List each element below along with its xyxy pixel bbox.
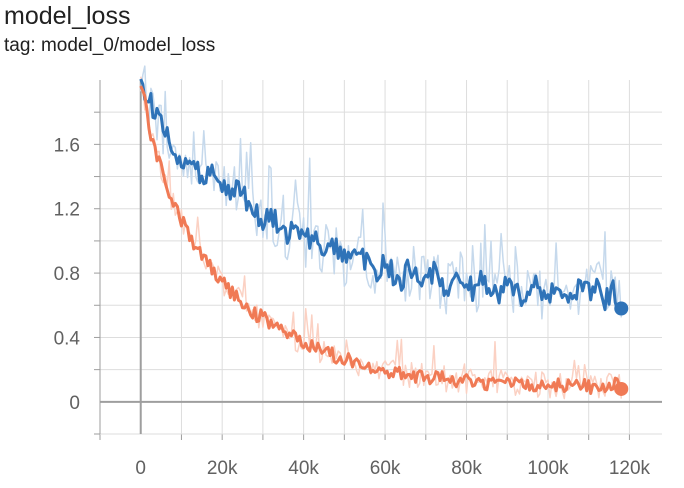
raw-series — [139, 65, 623, 400]
series-line-0 — [139, 78, 623, 312]
series-endpoint-0 — [614, 301, 629, 316]
x-tick-label: 100k — [527, 458, 569, 479]
y-tick-label: 0.4 — [54, 328, 81, 349]
y-tick-label: 0.8 — [54, 264, 80, 285]
y-tick-label: 1.6 — [54, 135, 80, 156]
grid — [94, 80, 662, 440]
x-tick-label: 20k — [207, 458, 238, 479]
series-line-1 — [139, 85, 623, 396]
y-tick-label: 1.2 — [54, 200, 80, 221]
y-tick-label: 0 — [69, 393, 80, 414]
x-tick-label: 40k — [288, 458, 319, 479]
x-tick-label: 0 — [135, 458, 146, 479]
raw-trace-0 — [139, 65, 623, 320]
smoothed-series — [139, 78, 629, 396]
chart-title: model_loss — [4, 2, 131, 30]
chart-tag: tag: model_0/model_loss — [4, 35, 216, 56]
series-endpoint-1 — [614, 381, 629, 396]
x-tick-label: 80k — [451, 458, 482, 479]
axes — [99, 80, 662, 434]
tick-labels: 0 0.4 0.8 1.2 1.6 0 20k 40k 60k 80k 100k 120k — [54, 135, 651, 479]
x-tick-label: 60k — [370, 458, 401, 479]
x-tick-label: 120k — [609, 458, 651, 479]
raw-trace-1 — [139, 76, 623, 400]
